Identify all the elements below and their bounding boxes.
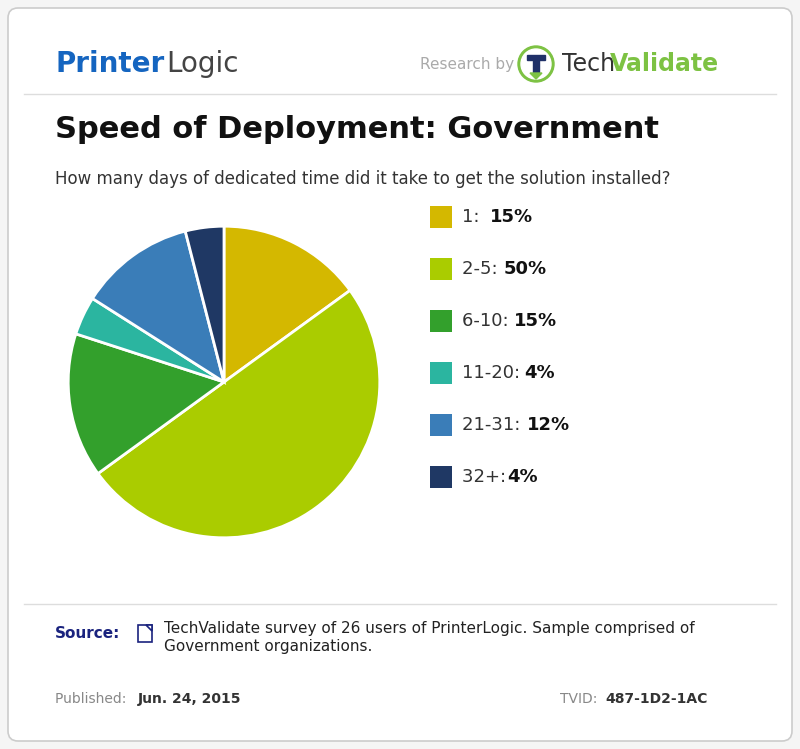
Bar <box>533 58 539 73</box>
Text: Tech: Tech <box>562 52 615 76</box>
Wedge shape <box>93 231 224 382</box>
Polygon shape <box>530 73 542 79</box>
Text: 50%: 50% <box>504 260 547 278</box>
Text: 12%: 12% <box>527 416 570 434</box>
Circle shape <box>521 49 551 79</box>
Bar <box>430 310 452 332</box>
Text: Jun. 24, 2015: Jun. 24, 2015 <box>138 692 242 706</box>
Text: TVID:: TVID: <box>560 692 602 706</box>
Wedge shape <box>98 291 380 538</box>
Bar <box>430 206 452 228</box>
Text: Research by: Research by <box>420 56 514 71</box>
Bar <box>430 258 452 280</box>
Text: 15%: 15% <box>514 312 557 330</box>
Bar <box>527 55 545 60</box>
Text: 2-5:: 2-5: <box>462 260 503 278</box>
Text: 4%: 4% <box>507 468 538 486</box>
Text: 11-20:: 11-20: <box>462 364 526 382</box>
Text: 15%: 15% <box>490 208 533 226</box>
Text: Government organizations.: Government organizations. <box>164 640 372 655</box>
Bar <box>138 625 152 642</box>
Bar <box>430 414 452 436</box>
Circle shape <box>518 46 554 82</box>
Text: How many days of dedicated time did it take to get the solution installed?: How many days of dedicated time did it t… <box>55 170 670 188</box>
Text: 1:: 1: <box>462 208 486 226</box>
Text: 6-10:: 6-10: <box>462 312 514 330</box>
Bar <box>430 466 452 488</box>
Wedge shape <box>186 226 224 382</box>
Text: Published:: Published: <box>55 692 130 706</box>
Wedge shape <box>68 334 224 473</box>
Text: 487-1D2-1AC: 487-1D2-1AC <box>605 692 707 706</box>
Text: Validate: Validate <box>610 52 719 76</box>
Text: Logic: Logic <box>166 50 238 78</box>
Text: Source:: Source: <box>55 626 120 641</box>
Text: 4%: 4% <box>524 364 554 382</box>
Text: 32+:: 32+: <box>462 468 512 486</box>
Text: TechValidate survey of 26 users of PrinterLogic. Sample comprised of: TechValidate survey of 26 users of Print… <box>164 622 694 637</box>
Wedge shape <box>224 226 350 382</box>
Wedge shape <box>76 299 224 382</box>
Text: Speed of Deployment: Government: Speed of Deployment: Government <box>55 115 659 144</box>
Polygon shape <box>146 625 152 631</box>
Text: 21-31:: 21-31: <box>462 416 526 434</box>
Bar <box>430 362 452 384</box>
FancyBboxPatch shape <box>8 8 792 741</box>
Text: Printer: Printer <box>55 50 164 78</box>
